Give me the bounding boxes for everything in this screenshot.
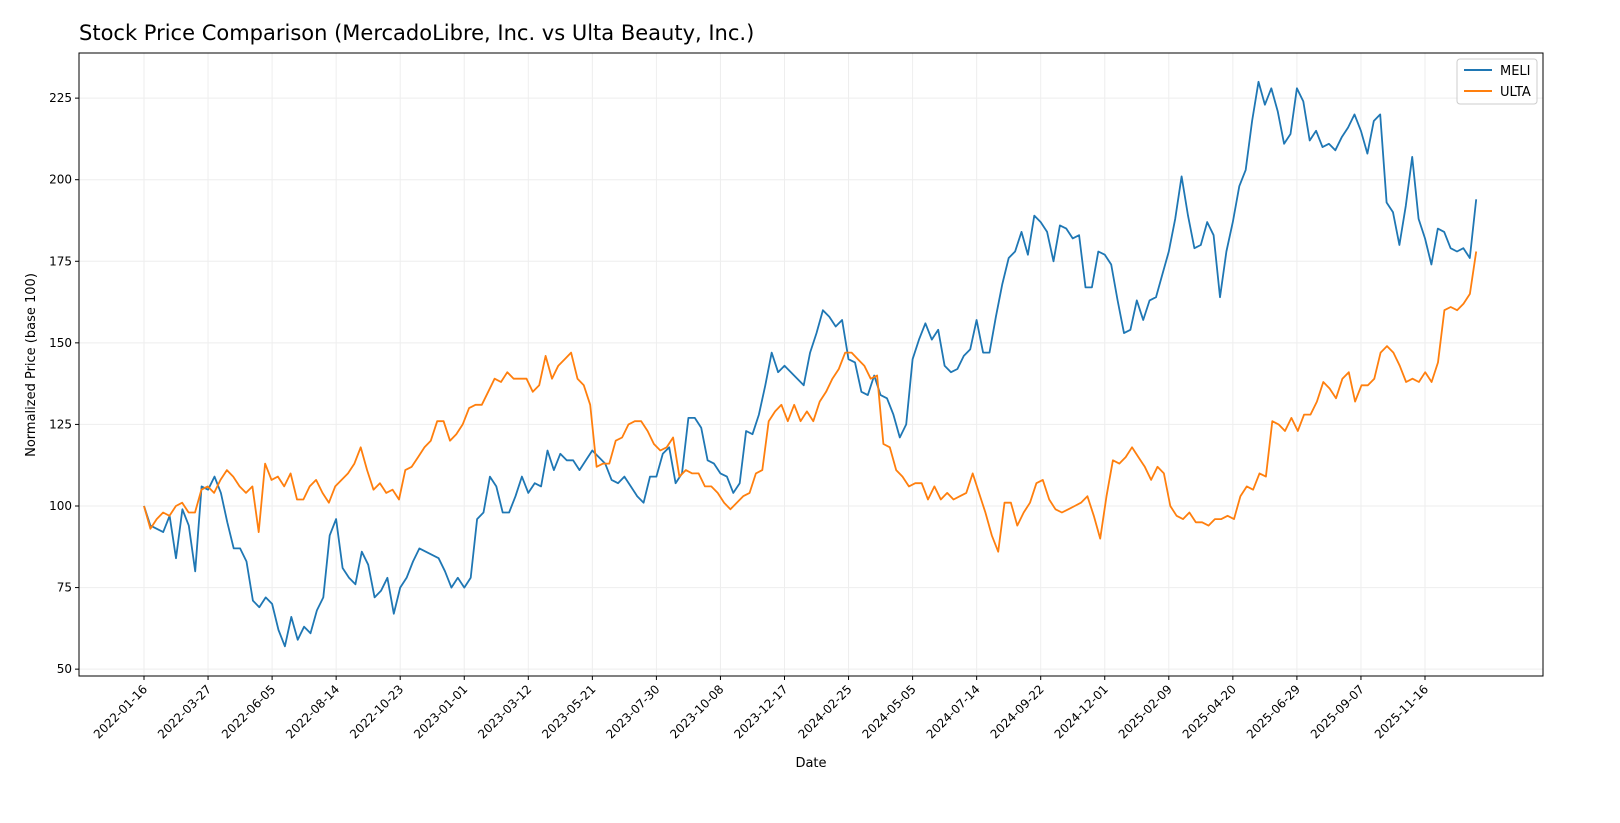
x-tick-label: 2023-12-17	[731, 682, 790, 741]
grid	[79, 53, 1543, 676]
y-axis: 50 75 100 125 150 175 200 225	[49, 91, 79, 676]
x-tick-label: 2024-07-14	[924, 682, 983, 741]
y-tick-label: 75	[57, 581, 72, 595]
x-tick-label: 2023-10-08	[667, 682, 726, 741]
series-line-ulta	[143, 251, 1478, 553]
x-tick-label: 2023-07-30	[603, 682, 662, 741]
x-tick-label: 2023-03-12	[475, 682, 534, 741]
x-tick-label: 2023-05-21	[539, 682, 598, 741]
y-tick-label: 50	[57, 662, 72, 676]
x-tick-label: 2025-11-16	[1372, 682, 1431, 741]
x-tick-label: 2024-05-05	[860, 682, 919, 741]
x-tick-label: 2025-02-09	[1116, 682, 1175, 741]
x-tick-label: 2024-02-25	[795, 682, 854, 741]
plot-frame	[78, 52, 1544, 677]
x-tick-label: 2024-09-22	[988, 682, 1047, 741]
y-tick-label: 100	[49, 499, 72, 513]
legend-label-ulta: ULTA	[1500, 85, 1531, 100]
x-tick-label: 2025-09-07	[1308, 682, 1367, 741]
y-tick-label: 150	[49, 336, 72, 350]
x-tick-label: 2023-01-01	[411, 682, 470, 741]
y-tick-label: 125	[49, 417, 72, 431]
x-tick-label: 2024-12-01	[1052, 682, 1111, 741]
x-axis: 2022-01-16 2022-03-27 2022-06-05 2022-08-14…	[91, 676, 1431, 741]
legend: MELI ULTA	[1456, 58, 1538, 105]
x-tick-label: 2025-06-29	[1244, 682, 1303, 741]
y-tick-label: 225	[49, 91, 72, 105]
x-tick-label: 2022-06-05	[219, 682, 278, 741]
x-tick-label: 2022-01-16	[91, 682, 150, 741]
legend-label-meli: MELI	[1500, 64, 1531, 79]
series-lines	[143, 80, 1478, 648]
x-tick-label: 2022-03-27	[155, 682, 214, 741]
y-tick-label: 175	[49, 254, 72, 268]
series-line-meli	[143, 80, 1478, 648]
x-tick-label: 2025-04-20	[1180, 682, 1239, 741]
y-tick-label: 200	[49, 173, 72, 187]
x-tick-label: 2022-10-23	[347, 682, 406, 741]
x-tick-label: 2022-08-14	[283, 682, 342, 741]
chart-title: Stock Price Comparison (MercadoLibre, In…	[79, 21, 754, 45]
x-axis-label: Date	[795, 756, 826, 771]
y-axis-label: Normalized Price (base 100)	[24, 273, 39, 457]
